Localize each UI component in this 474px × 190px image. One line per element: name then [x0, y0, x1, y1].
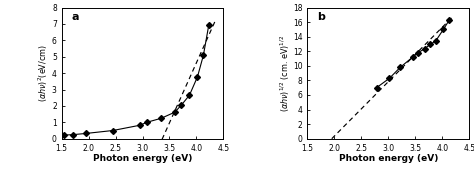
Y-axis label: $(\alpha h\nu)^2$(eV/cm): $(\alpha h\nu)^2$(eV/cm) — [37, 44, 51, 102]
Text: a: a — [71, 12, 79, 21]
Text: b: b — [317, 12, 325, 21]
X-axis label: Photon energy (eV): Photon energy (eV) — [339, 154, 438, 163]
Y-axis label: $(\alpha h\nu)^{1/2}$ (cm. eV)$^{1/2}$: $(\alpha h\nu)^{1/2}$ (cm. eV)$^{1/2}$ — [278, 35, 292, 112]
X-axis label: Photon energy (eV): Photon energy (eV) — [93, 154, 192, 163]
